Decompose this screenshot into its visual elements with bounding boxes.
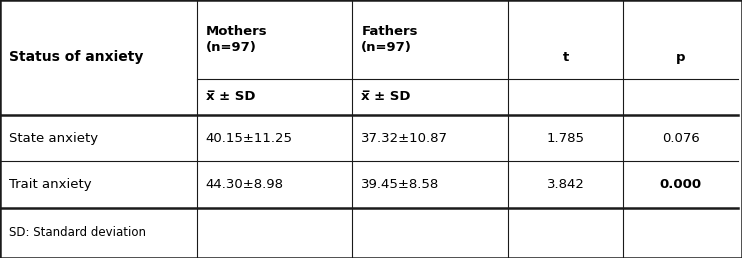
Text: t: t: [562, 51, 569, 64]
Text: 40.15±11.25: 40.15±11.25: [206, 132, 292, 144]
Text: 0.076: 0.076: [662, 132, 700, 144]
Text: 3.842: 3.842: [547, 178, 585, 191]
Text: 1.785: 1.785: [547, 132, 585, 144]
Text: 39.45±8.58: 39.45±8.58: [361, 178, 439, 191]
Text: Status of anxiety: Status of anxiety: [9, 50, 143, 64]
Text: State anxiety: State anxiety: [9, 132, 98, 144]
Text: p: p: [676, 51, 686, 64]
Text: 0.000: 0.000: [660, 178, 702, 191]
Text: 37.32±10.87: 37.32±10.87: [361, 132, 448, 144]
Text: Mothers
(n=97): Mothers (n=97): [206, 25, 267, 54]
Text: Trait anxiety: Trait anxiety: [9, 178, 91, 191]
Text: SD: Standard deviation: SD: Standard deviation: [9, 226, 146, 239]
Text: x̅ ± SD: x̅ ± SD: [206, 90, 255, 103]
Text: Fathers
(n=97): Fathers (n=97): [361, 25, 418, 54]
Text: x̅ ± SD: x̅ ± SD: [361, 90, 411, 103]
Text: 44.30±8.98: 44.30±8.98: [206, 178, 283, 191]
